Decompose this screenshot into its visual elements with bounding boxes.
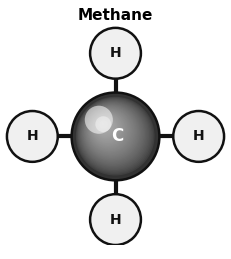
Circle shape bbox=[90, 28, 141, 79]
Text: Methane: Methane bbox=[78, 8, 153, 23]
Circle shape bbox=[89, 110, 128, 149]
Circle shape bbox=[75, 96, 156, 177]
Circle shape bbox=[90, 111, 126, 147]
Circle shape bbox=[100, 120, 108, 129]
Circle shape bbox=[76, 97, 155, 175]
Circle shape bbox=[84, 105, 138, 159]
Circle shape bbox=[81, 102, 145, 166]
Circle shape bbox=[80, 101, 146, 167]
Circle shape bbox=[72, 92, 159, 180]
Circle shape bbox=[85, 106, 137, 158]
Circle shape bbox=[83, 104, 141, 162]
Circle shape bbox=[173, 111, 224, 162]
Circle shape bbox=[87, 108, 133, 154]
Circle shape bbox=[96, 117, 114, 135]
Text: H: H bbox=[193, 130, 204, 143]
Circle shape bbox=[81, 102, 144, 165]
Text: H: H bbox=[110, 46, 121, 60]
Circle shape bbox=[77, 98, 152, 173]
Circle shape bbox=[76, 97, 153, 174]
Circle shape bbox=[89, 110, 129, 150]
Circle shape bbox=[7, 111, 58, 162]
Circle shape bbox=[95, 116, 111, 132]
Circle shape bbox=[94, 115, 119, 139]
Circle shape bbox=[85, 106, 136, 157]
Circle shape bbox=[91, 112, 125, 146]
Circle shape bbox=[91, 112, 124, 145]
Circle shape bbox=[97, 118, 113, 134]
Circle shape bbox=[87, 108, 132, 153]
Circle shape bbox=[93, 114, 121, 142]
Circle shape bbox=[101, 122, 105, 126]
Circle shape bbox=[86, 107, 134, 155]
Circle shape bbox=[79, 100, 148, 169]
Circle shape bbox=[79, 99, 149, 170]
Text: H: H bbox=[110, 213, 121, 227]
Circle shape bbox=[95, 116, 117, 138]
Circle shape bbox=[90, 194, 141, 245]
Circle shape bbox=[83, 104, 140, 161]
Circle shape bbox=[94, 114, 120, 141]
Circle shape bbox=[98, 119, 110, 131]
Circle shape bbox=[78, 99, 151, 171]
Circle shape bbox=[100, 121, 106, 127]
Circle shape bbox=[96, 117, 116, 137]
Text: C: C bbox=[112, 127, 124, 146]
Circle shape bbox=[99, 120, 109, 130]
Circle shape bbox=[92, 113, 122, 143]
Circle shape bbox=[85, 106, 113, 134]
Circle shape bbox=[82, 103, 143, 163]
Circle shape bbox=[102, 123, 104, 125]
Circle shape bbox=[97, 119, 112, 133]
Circle shape bbox=[88, 109, 131, 151]
Text: H: H bbox=[27, 130, 38, 143]
